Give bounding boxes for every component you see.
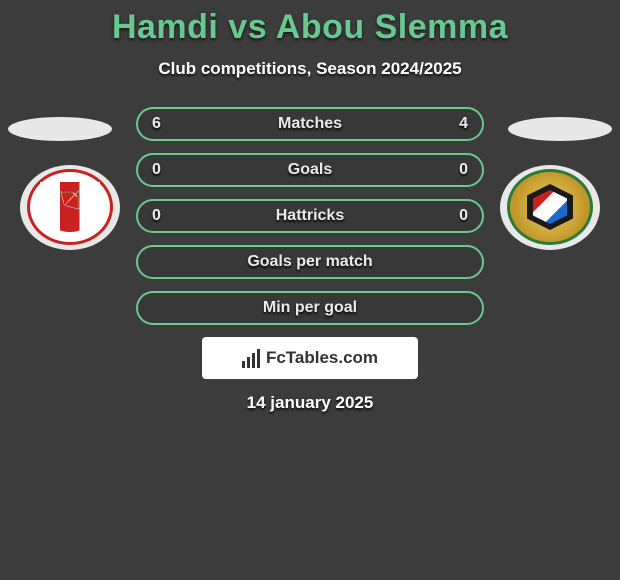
right-oval-shadow: [508, 117, 612, 141]
harras-crest-icon: [507, 169, 593, 245]
stat-left-value: 0: [152, 207, 161, 225]
stat-row-goals-per-match: Goals per match: [136, 245, 484, 279]
stat-row-matches: 6 Matches 4: [136, 107, 484, 141]
subtitle: Club competitions, Season 2024/2025: [0, 59, 620, 79]
stat-label: Goals per match: [247, 253, 372, 271]
comparison-card: Hamdi vs Abou Slemma Club competitions, …: [0, 0, 620, 413]
stat-label: Goals: [288, 161, 332, 179]
stat-left-value: 6: [152, 115, 161, 133]
page-title: Hamdi vs Abou Slemma: [0, 8, 620, 47]
stat-right-value: 0: [459, 161, 468, 179]
branding-text: FcTables.com: [266, 348, 378, 368]
left-oval-shadow: [8, 117, 112, 141]
stat-label: Matches: [278, 115, 342, 133]
stat-left-value: 0: [152, 161, 161, 179]
left-club-crest: 🏹: [20, 165, 120, 250]
archer-icon: 🏹: [58, 190, 82, 214]
stat-label: Hattricks: [276, 207, 344, 225]
right-club-crest: [500, 165, 600, 250]
date-label: 14 january 2025: [0, 393, 620, 413]
zamalek-crest-icon: 🏹: [27, 169, 113, 245]
stat-right-value: 0: [459, 207, 468, 225]
main-area: 🏹 6 Matches 4 0 Goals 0 0 Hattricks: [0, 107, 620, 413]
shield-icon: [527, 184, 573, 230]
stat-row-min-per-goal: Min per goal: [136, 291, 484, 325]
stat-row-goals: 0 Goals 0: [136, 153, 484, 187]
stat-label: Min per goal: [263, 299, 357, 317]
stats-list: 6 Matches 4 0 Goals 0 0 Hattricks 0 Goal…: [136, 107, 484, 325]
branding-box[interactable]: FcTables.com: [202, 337, 418, 379]
bar-chart-icon: [242, 349, 260, 368]
stat-row-hattricks: 0 Hattricks 0: [136, 199, 484, 233]
stat-right-value: 4: [459, 115, 468, 133]
